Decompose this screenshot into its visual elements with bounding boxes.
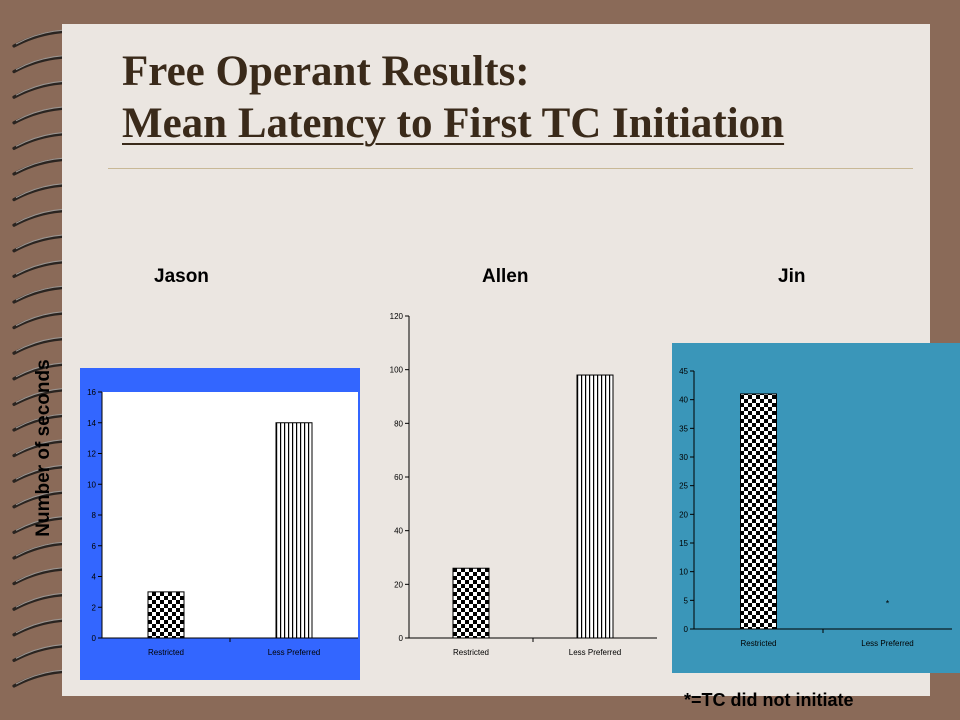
y-tick-label: 45 bbox=[679, 367, 688, 376]
x-tick-label: Less Preferred bbox=[569, 648, 621, 657]
bar-restricted bbox=[740, 393, 777, 630]
y-tick-label: 25 bbox=[679, 482, 688, 491]
bar-less-preferred bbox=[275, 422, 313, 639]
y-tick-label: 2 bbox=[92, 603, 97, 612]
bar-less-preferred bbox=[576, 374, 614, 639]
slide-title: Free Operant Results: Mean Latency to Fi… bbox=[122, 46, 784, 150]
y-tick-label: 60 bbox=[394, 473, 403, 482]
title-divider bbox=[108, 168, 913, 169]
chart-jin: 0 5 10 15 20 25 30 35 40 45 Restricted Less Preferr… bbox=[672, 343, 960, 673]
y-tick-label: 8 bbox=[92, 511, 97, 520]
bar-restricted bbox=[452, 567, 490, 639]
bar-annotation-asterisk: * bbox=[886, 598, 890, 608]
y-tick-label: 100 bbox=[390, 366, 404, 375]
y-tick-label: 20 bbox=[679, 510, 688, 519]
x-tick-label: Less Preferred bbox=[861, 639, 913, 648]
y-axis-label: Number of seconds bbox=[33, 359, 54, 537]
x-tick-label: Restricted bbox=[453, 648, 489, 657]
participant-name-jason: Jason bbox=[154, 266, 209, 287]
footnote: *=TC did not initiate bbox=[684, 690, 854, 710]
chart-allen: 0 20 40 60 80 100 120 Restricted Less Preferred bbox=[390, 312, 657, 657]
y-tick-label: 14 bbox=[87, 419, 96, 428]
y-tick-label: 0 bbox=[399, 634, 404, 643]
y-tick-label: 120 bbox=[390, 312, 404, 321]
bar-restricted bbox=[147, 591, 185, 639]
y-tick-label: 40 bbox=[679, 396, 688, 405]
y-tick-label: 10 bbox=[679, 568, 688, 577]
y-tick-label: 12 bbox=[87, 450, 96, 459]
x-tick-label: Restricted bbox=[148, 648, 184, 657]
y-tick-label: 80 bbox=[394, 419, 403, 428]
x-tick-label: Restricted bbox=[740, 639, 776, 648]
y-tick-label: 6 bbox=[92, 542, 97, 551]
plot-area bbox=[694, 371, 952, 629]
y-tick-label: 0 bbox=[684, 625, 689, 634]
plot-area bbox=[409, 316, 657, 638]
participant-name-jin: Jin bbox=[778, 266, 806, 287]
y-tick-label: 0 bbox=[92, 634, 97, 643]
y-tick-label: 16 bbox=[87, 388, 96, 397]
y-tick-label: 30 bbox=[679, 453, 688, 462]
title-line-2: Mean Latency to First TC Initiation bbox=[122, 100, 785, 147]
participant-name-allen: Allen bbox=[482, 266, 529, 287]
y-tick-label: 10 bbox=[87, 480, 96, 489]
y-tick-label: 15 bbox=[679, 539, 688, 548]
plot-area bbox=[102, 392, 358, 638]
y-tick-label: 5 bbox=[684, 596, 689, 605]
y-tick-label: 4 bbox=[92, 573, 97, 582]
x-tick-label: Less Preferred bbox=[268, 648, 320, 657]
y-tick-label: 40 bbox=[394, 527, 403, 536]
title-line-1: Free Operant Results: bbox=[122, 48, 530, 95]
chart-jason: 0 2 4 6 8 10 12 14 16 Restricted Less Preferred bbox=[80, 368, 360, 680]
y-tick-label: 20 bbox=[394, 580, 403, 589]
y-tick-label: 35 bbox=[679, 424, 688, 433]
